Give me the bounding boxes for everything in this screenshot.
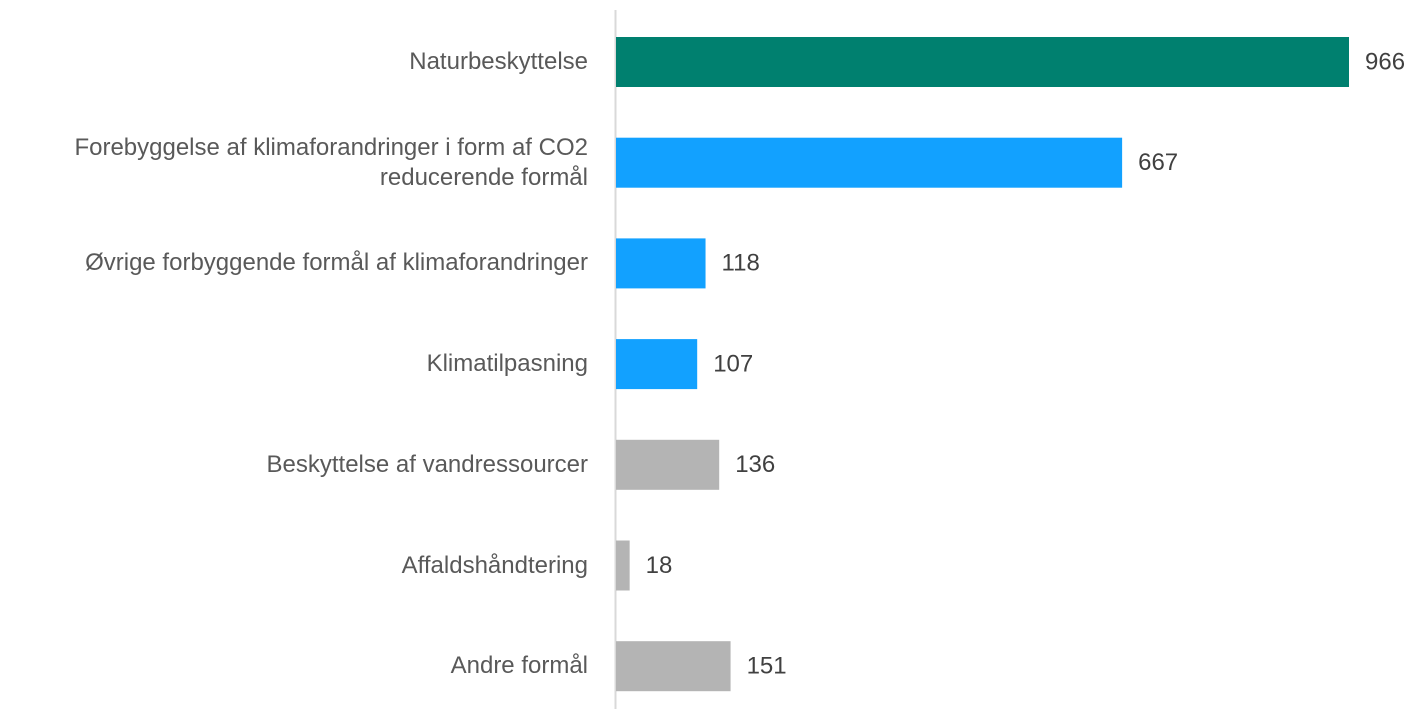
category-label: Øvrige forbyggende formål af klimaforand…	[85, 249, 588, 277]
category-label: Forebyggelse af klimaforandringer i form…	[74, 133, 588, 191]
category-label: Naturbeskyttelse	[409, 48, 588, 75]
bar	[616, 37, 1349, 87]
bar	[616, 137, 1123, 188]
value-label: 151	[747, 653, 787, 680]
bar	[616, 540, 630, 591]
category-label: Affaldshåndtering	[401, 551, 588, 579]
category-label: Beskyttelse af vandressourcer	[266, 450, 588, 478]
bar	[616, 238, 706, 289]
value-label: 966	[1365, 48, 1405, 75]
bar	[616, 641, 731, 692]
bar	[616, 339, 698, 390]
value-label: 667	[1138, 149, 1178, 176]
bar	[616, 439, 720, 490]
category-label: Andre formål	[450, 652, 588, 680]
value-label: 136	[735, 451, 775, 478]
value-label: 107	[713, 350, 753, 377]
category-label: Klimatilpasning	[426, 350, 588, 378]
value-label: 118	[722, 250, 760, 277]
value-label: 18	[646, 552, 673, 579]
